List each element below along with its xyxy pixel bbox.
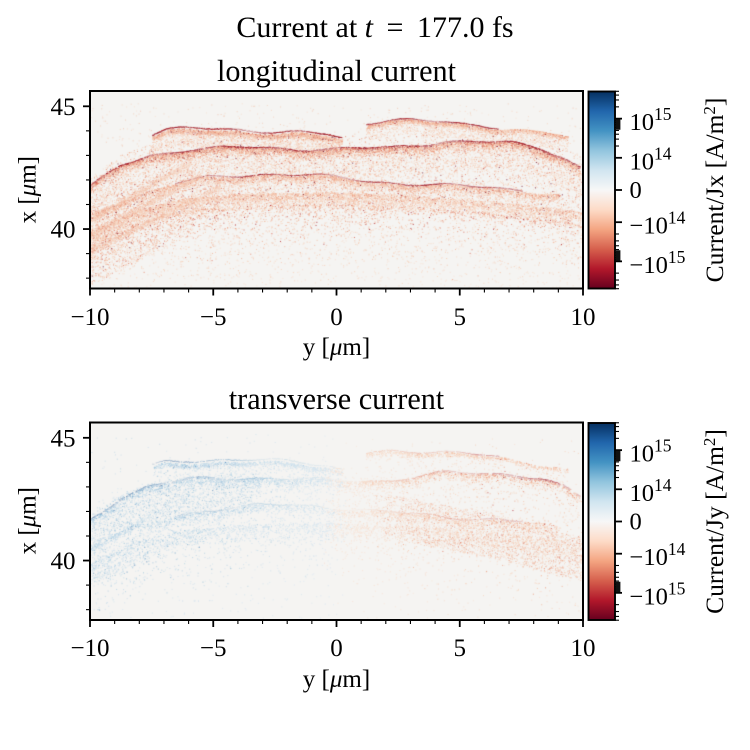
svg-text:1015: 1015 bbox=[630, 104, 672, 136]
svg-text:45: 45 bbox=[51, 94, 76, 121]
svg-text:5: 5 bbox=[454, 304, 467, 331]
svg-text:10: 10 bbox=[571, 635, 596, 662]
svg-text:x [μm]: x [μm] bbox=[15, 487, 42, 554]
svg-text:40: 40 bbox=[51, 548, 76, 575]
svg-text:−5: −5 bbox=[200, 304, 227, 331]
svg-text:Current/Jx [A/m2]: Current/Jx [A/m2] bbox=[700, 98, 729, 283]
svg-text:1014: 1014 bbox=[630, 143, 672, 175]
svg-text:0: 0 bbox=[330, 635, 343, 662]
svg-text:40: 40 bbox=[51, 217, 76, 244]
svg-text:x [μm]: x [μm] bbox=[15, 156, 42, 223]
svg-text:y [μm]: y [μm] bbox=[303, 334, 370, 361]
svg-text:0: 0 bbox=[630, 177, 642, 204]
svg-text:−1015: −1015 bbox=[630, 578, 686, 610]
svg-text:45: 45 bbox=[51, 426, 76, 453]
svg-text:1014: 1014 bbox=[630, 475, 672, 507]
svg-text:0: 0 bbox=[630, 509, 642, 536]
svg-text:Current/Jy [A/m2]: Current/Jy [A/m2] bbox=[700, 429, 729, 614]
svg-text:−1014: −1014 bbox=[630, 208, 686, 240]
svg-text:y [μm]: y [μm] bbox=[303, 666, 370, 693]
svg-text:−10: −10 bbox=[70, 635, 109, 662]
svg-text:transverse current: transverse current bbox=[229, 382, 445, 416]
svg-text:−1015: −1015 bbox=[630, 247, 686, 279]
svg-text:longitudinal current: longitudinal current bbox=[217, 54, 457, 88]
svg-text:1015: 1015 bbox=[630, 436, 672, 468]
svg-text:5: 5 bbox=[454, 635, 467, 662]
svg-text:0: 0 bbox=[330, 304, 343, 331]
svg-text:−5: −5 bbox=[200, 635, 227, 662]
svg-text:−1014: −1014 bbox=[630, 539, 686, 571]
svg-text:Current at t = 177.0 fs: Current at t = 177.0 fs bbox=[236, 11, 513, 44]
svg-text:10: 10 bbox=[571, 304, 596, 331]
svg-text:−10: −10 bbox=[70, 304, 109, 331]
